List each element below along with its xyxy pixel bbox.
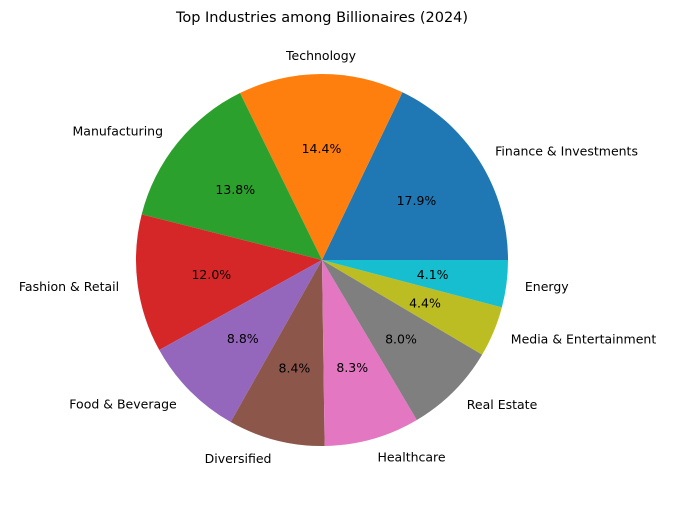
category-label-manufacturing: Manufacturing — [73, 124, 164, 139]
pie-slices — [136, 74, 508, 446]
category-label-media-entertainment: Media & Entertainment — [511, 331, 657, 346]
chart-title: Top Industries among Billionaires (2024) — [175, 10, 468, 26]
percent-label-diversified: 8.4% — [279, 361, 311, 376]
category-label-finance-investments: Finance & Investments — [495, 144, 638, 159]
pie-slice-finance-investments — [322, 92, 508, 260]
pie-slice-healthcare — [322, 260, 417, 446]
percent-label-healthcare: 8.3% — [336, 360, 368, 375]
percent-label-manufacturing: 13.8% — [215, 182, 255, 197]
percent-label-food-beverage: 8.8% — [227, 331, 259, 346]
percent-label-finance-investments: 17.9% — [397, 193, 437, 208]
pie-slice-diversified — [230, 260, 325, 446]
category-label-fashion-retail: Fashion & Retail — [19, 279, 119, 294]
category-label-healthcare: Healthcare — [377, 449, 445, 464]
pie-slice-food-beverage — [159, 260, 322, 423]
pie-slice-manufacturing — [141, 93, 322, 261]
pie-slice-fashion-retail — [136, 214, 322, 351]
pie-slice-real-estate — [322, 260, 483, 420]
category-label-food-beverage: Food & Beverage — [69, 397, 177, 412]
percent-label-fashion-retail: 12.0% — [191, 267, 231, 282]
pie-slice-media-entertainment — [322, 260, 502, 355]
category-label-diversified: Diversified — [205, 451, 272, 466]
pie-slice-energy — [322, 260, 508, 308]
category-labels: Finance & Investments Technology Manufactu… — [19, 48, 656, 466]
percent-label-technology: 14.4% — [302, 141, 342, 156]
percent-label-real-estate: 8.0% — [385, 331, 417, 346]
percent-label-media-entertainment: 4.4% — [409, 295, 441, 310]
category-label-energy: Energy — [525, 279, 569, 294]
pie-slice-technology — [239, 74, 403, 260]
category-label-technology: Technology — [285, 48, 357, 63]
percent-labels: 17.9% 14.4% 13.8% 12.0% 8.8% 8.4% 8.3% 8.0% 4.4%… — [191, 141, 448, 376]
percent-label-energy: 4.1% — [417, 267, 449, 282]
category-label-real-estate: Real Estate — [467, 397, 538, 412]
